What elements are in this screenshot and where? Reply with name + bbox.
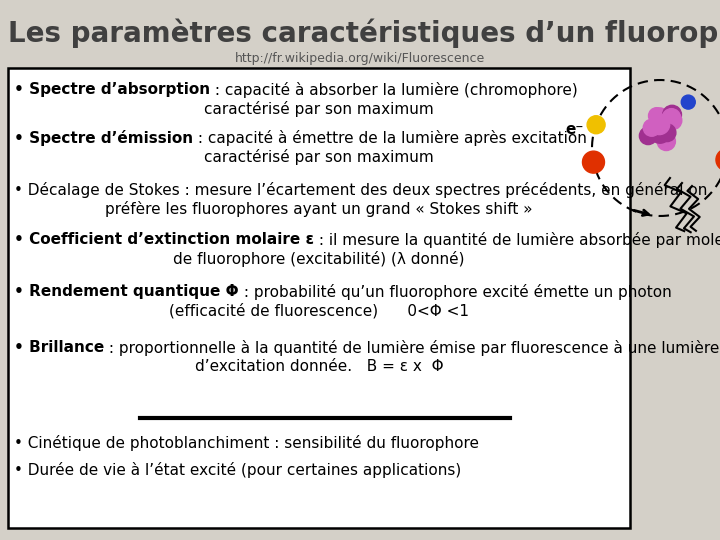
Text: • Spectre d’absorption: • Spectre d’absorption: [14, 82, 210, 97]
Bar: [8, 68, 630, 528]
Circle shape: [643, 119, 660, 136]
Text: : capacité à émettre de la lumière après excitation: : capacité à émettre de la lumière après…: [193, 130, 587, 146]
Circle shape: [649, 107, 665, 124]
Text: de fluorophore (excitabilité) (λ donné): de fluorophore (excitabilité) (λ donné): [174, 251, 464, 267]
Text: • Cinétique de photoblanchiment : sensibilité du fluorophore: • Cinétique de photoblanchiment : sensib…: [14, 435, 479, 451]
Text: : proportionnelle à la quantité de lumière émise par fluorescence à une lumière: : proportionnelle à la quantité de lumiè…: [104, 340, 719, 356]
Text: caractérisé par son maximum: caractérisé par son maximum: [204, 149, 434, 165]
Text: : probabilité qu’un fluorophore excité émette un photon: : probabilité qu’un fluorophore excité é…: [238, 284, 671, 300]
Circle shape: [681, 95, 696, 109]
Circle shape: [662, 111, 680, 129]
Text: e⁻: e⁻: [565, 122, 583, 137]
Text: préfère les fluorophores ayant un grand « Stokes shift »: préfère les fluorophores ayant un grand …: [105, 201, 533, 217]
Text: Les paramètres caractéristiques d’un fluorophore :: Les paramètres caractéristiques d’un flu…: [8, 18, 720, 48]
Text: • Rendement quantique Φ: • Rendement quantique Φ: [14, 284, 238, 299]
Circle shape: [652, 108, 668, 124]
Circle shape: [649, 114, 670, 134]
Text: d’excitation donnée.   B = ε x  Φ: d’excitation donnée. B = ε x Φ: [194, 359, 444, 374]
Text: (efficacité de fluorescence)      0<Φ <1: (efficacité de fluorescence) 0<Φ <1: [169, 303, 469, 319]
Circle shape: [657, 132, 675, 151]
Text: • Durée de vie à l’état excité (pour certaines applications): • Durée de vie à l’état excité (pour cer…: [14, 462, 462, 478]
Circle shape: [716, 149, 720, 171]
Text: caractérisé par son maximum: caractérisé par son maximum: [204, 101, 434, 117]
Text: http://fr.wikipedia.org/wiki/Fluorescence: http://fr.wikipedia.org/wiki/Fluorescenc…: [235, 52, 485, 65]
Text: : capacité à absorber la lumière (chromophore): : capacité à absorber la lumière (chromo…: [210, 82, 578, 98]
Circle shape: [582, 151, 605, 173]
Circle shape: [587, 116, 605, 134]
Text: : il mesure la quantité de lumière absorbée par mole: : il mesure la quantité de lumière absor…: [314, 232, 720, 248]
Circle shape: [663, 111, 682, 130]
Circle shape: [658, 124, 676, 141]
Circle shape: [662, 109, 680, 127]
Text: • Brillance: • Brillance: [14, 340, 104, 355]
Circle shape: [662, 105, 681, 124]
Circle shape: [649, 123, 670, 143]
Circle shape: [639, 127, 657, 145]
Text: • Décalage de Stokes : mesure l’écartement des deux spectres précédents, en géné: • Décalage de Stokes : mesure l’écarteme…: [14, 182, 707, 198]
Text: • Spectre d’émission: • Spectre d’émission: [14, 130, 193, 146]
Text: • Coefficient d’extinction molaire ε: • Coefficient d’extinction molaire ε: [14, 232, 314, 247]
